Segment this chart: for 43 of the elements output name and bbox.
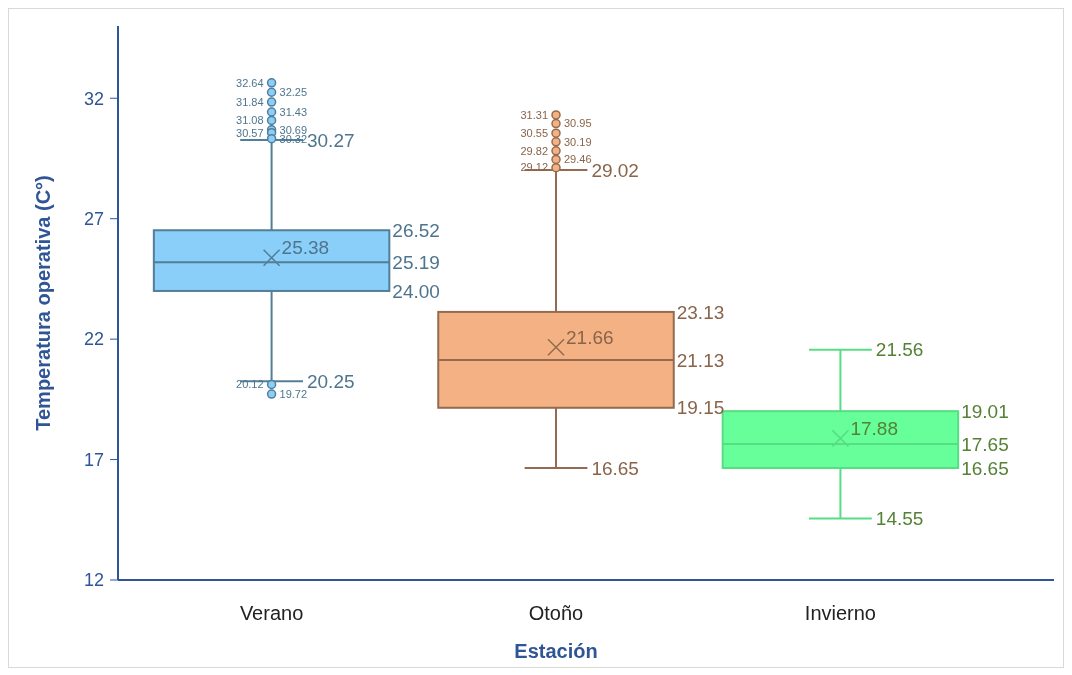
annotation: 25.38 [281,237,330,259]
annotation: 21.13 [676,349,725,371]
annotation: 21.66 [566,326,614,348]
annotation: 20.25 [306,370,355,392]
annotation: 19.72 [279,387,308,400]
annotation: 17.65 [961,433,1009,455]
annotation: 19.15 [676,397,725,419]
annotation: 26.52 [392,219,440,241]
annotation: 23.13 [676,301,725,323]
annotation: 16.65 [591,457,639,479]
y-tick-label: 32 [83,88,104,109]
y-tick-label: 17 [83,449,104,470]
y-tick-label: 27 [83,209,104,229]
annotation: 25.19 [392,251,440,273]
annotation: 31.84 [236,95,264,108]
annotation: 30.95 [564,117,592,130]
annotation: 30.55 [520,127,548,140]
annotation: 19.01 [961,400,1009,422]
annotation: 30.69 [279,123,308,136]
annotation: 30.19 [564,135,592,148]
x-tick-label: Otoño [528,602,584,624]
annotation: 31.08 [236,114,264,127]
y-tick-label: 12 [83,570,104,591]
annotation: 21.56 [875,339,924,361]
y-tick-label: 22 [83,329,104,350]
annotation: 24.00 [392,280,440,302]
annotation: 30.27 [306,129,355,151]
annotation: 31.43 [279,105,308,118]
annotation: 14.55 [875,508,924,530]
annotation: 20.12 [236,378,264,391]
annotation: 32.25 [279,86,308,99]
annotation: 17.88 [850,418,898,440]
annotation: 31.31 [520,108,548,121]
x-tick-label: Verano [239,602,304,624]
y-axis-title: Temperatura operativa (C°) [32,175,54,431]
annotation: 16.65 [961,457,1009,479]
x-axis-title: Estación [514,640,598,662]
annotation: 29.82 [520,144,548,157]
x-tick-label: Invierno [804,602,876,624]
annotation: 32.64 [236,76,264,89]
annotation: 29.02 [591,159,639,181]
annotation: 29.46 [564,153,592,166]
annotation: 30.57 [236,126,264,139]
